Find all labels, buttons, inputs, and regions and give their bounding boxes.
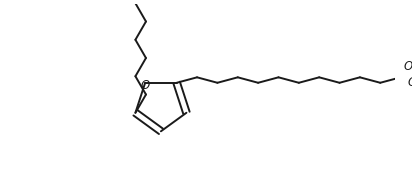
Text: O: O [407, 76, 412, 89]
Text: O: O [140, 79, 150, 92]
Text: O: O [404, 60, 412, 73]
